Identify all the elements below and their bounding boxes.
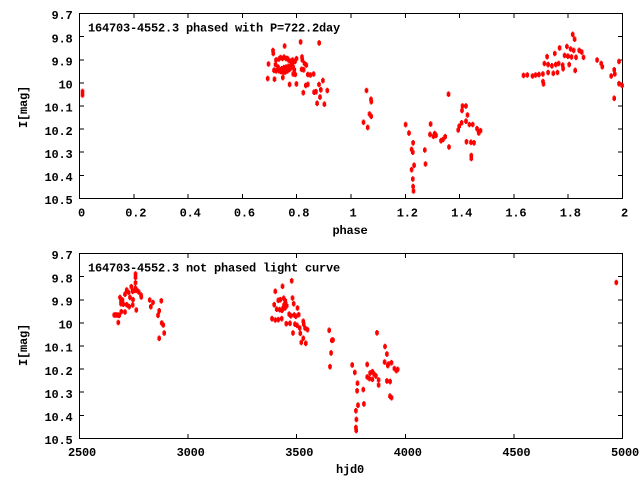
svg-text:0.2: 0.2 — [125, 207, 146, 221]
svg-text:1.6: 1.6 — [505, 207, 526, 221]
svg-text:10.2: 10.2 — [44, 125, 72, 139]
svg-text:9.9: 9.9 — [51, 56, 72, 70]
svg-text:3500: 3500 — [285, 446, 313, 460]
svg-text:9.8: 9.8 — [51, 32, 72, 46]
svg-text:5000: 5000 — [611, 446, 639, 460]
svg-text:0.6: 0.6 — [234, 207, 255, 221]
svg-text:10.1: 10.1 — [44, 342, 72, 356]
svg-text:10.3: 10.3 — [44, 148, 72, 162]
svg-text:10.3: 10.3 — [44, 388, 72, 402]
svg-text:phase: phase — [332, 224, 367, 238]
svg-text:10: 10 — [58, 319, 72, 333]
svg-text:9.7: 9.7 — [51, 249, 72, 263]
svg-text:164703-4552.3 phased with P=72: 164703-4552.3 phased with P=722.2day — [88, 22, 340, 36]
svg-text:10.5: 10.5 — [44, 194, 72, 208]
svg-text:9.8: 9.8 — [51, 272, 72, 286]
svg-text:2: 2 — [621, 207, 628, 221]
svg-text:1.8: 1.8 — [560, 207, 581, 221]
svg-text:10.2: 10.2 — [44, 365, 72, 379]
svg-text:I[mag]: I[mag] — [17, 324, 31, 366]
svg-text:1.2: 1.2 — [397, 207, 418, 221]
svg-text:1: 1 — [349, 207, 356, 221]
svg-text:10: 10 — [58, 79, 72, 93]
svg-text:2500: 2500 — [68, 446, 96, 460]
svg-text:4500: 4500 — [502, 446, 530, 460]
svg-text:9.7: 9.7 — [51, 9, 72, 23]
svg-text:3000: 3000 — [177, 446, 205, 460]
svg-text:0: 0 — [78, 207, 85, 221]
svg-text:hjd0: hjd0 — [336, 463, 364, 477]
svg-text:0.8: 0.8 — [288, 207, 309, 221]
svg-text:I[mag]: I[mag] — [17, 86, 31, 128]
svg-text:10.4: 10.4 — [44, 411, 72, 425]
svg-text:9.9: 9.9 — [51, 295, 72, 309]
svg-text:4000: 4000 — [394, 446, 422, 460]
svg-text:10.1: 10.1 — [44, 102, 72, 116]
svg-text:10.4: 10.4 — [44, 171, 72, 185]
svg-text:1.4: 1.4 — [451, 207, 472, 221]
svg-text:164703-4552.3 not phased light: 164703-4552.3 not phased light curve — [88, 262, 340, 276]
svg-text:10.5: 10.5 — [44, 434, 72, 448]
svg-text:0.4: 0.4 — [180, 207, 201, 221]
